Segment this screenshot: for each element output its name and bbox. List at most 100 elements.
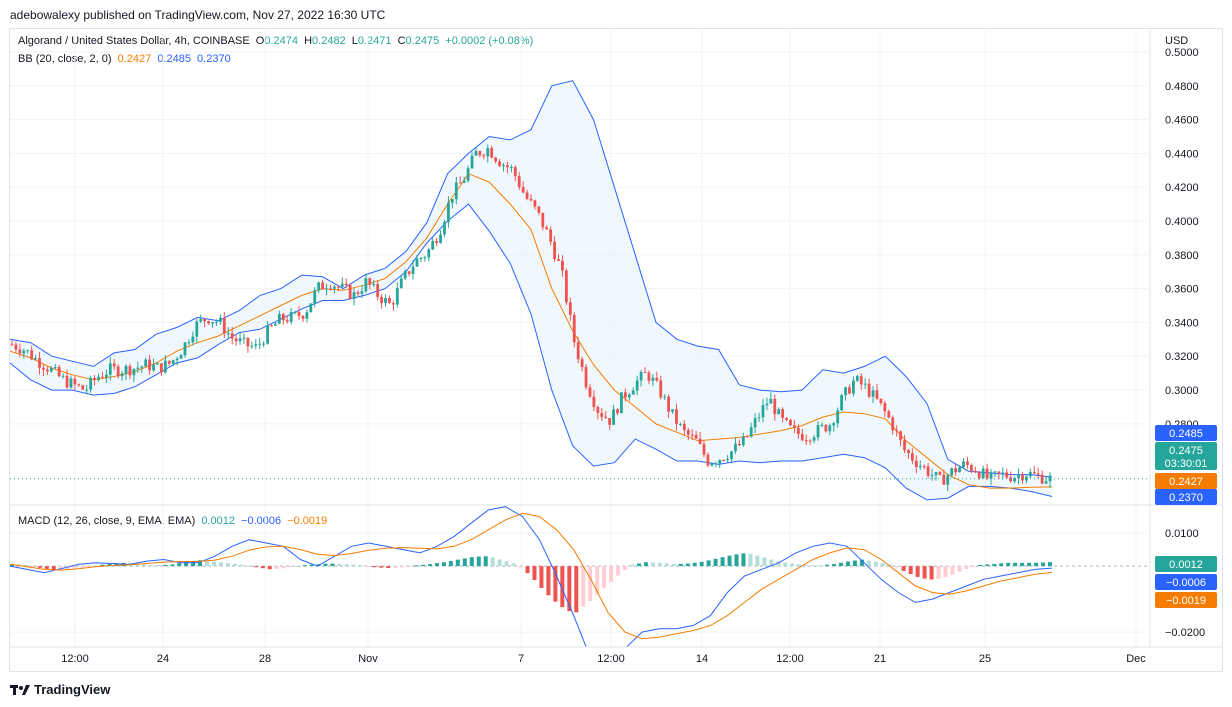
candle-body [663, 396, 667, 398]
candle-body [116, 366, 120, 377]
candle-body [647, 372, 651, 381]
macd-histogram-bar [845, 561, 850, 567]
candle-body [903, 440, 906, 451]
macd-histogram-bar [246, 565, 251, 567]
candle-body [875, 390, 879, 399]
candle-body [61, 375, 65, 377]
macd-histogram-bar [351, 564, 356, 567]
bb-legend[interactable]: BB (20, close, 2, 0) 0.2427 0.2485 0.237… [18, 53, 234, 65]
macd-histogram-bar [748, 553, 753, 567]
candle-body [148, 359, 152, 371]
macd-histogram-bar [699, 561, 704, 567]
macd-histogram-bar [832, 564, 837, 567]
macd-histogram-bar [804, 564, 809, 567]
macd-histogram-bar [797, 564, 802, 567]
candle-body [360, 291, 364, 294]
candle-body [380, 296, 383, 304]
macd-legend[interactable]: MACD (12, 26, close, 9, EMA, EMA) 0.0012… [18, 515, 330, 527]
macd-histogram-bar [1041, 562, 1046, 567]
price-tick-label: 0.3400 [1165, 317, 1199, 329]
macd-histogram-bar [135, 563, 140, 567]
macd-histogram-bar [873, 561, 878, 567]
macd-histogram-bar [58, 566, 63, 570]
macd-histogram-bar [441, 562, 446, 567]
candle-body [1044, 481, 1048, 484]
candle-body [222, 317, 226, 334]
candle-body [254, 344, 258, 346]
time-tick-label: 12:00 [597, 653, 625, 665]
candle-body [132, 368, 136, 376]
candle-body [584, 367, 588, 388]
candle-body [411, 266, 415, 274]
macd-histogram-bar [302, 565, 307, 567]
candle-body [918, 466, 922, 468]
macd-histogram-bar [309, 564, 314, 567]
macd-histogram-bar [504, 561, 509, 567]
macd-histogram-bar [330, 563, 335, 567]
macd-tick-label: 0.0100 [1165, 528, 1199, 540]
candle-body [160, 363, 163, 373]
candle-body [623, 392, 627, 398]
candle-body [631, 390, 635, 395]
candle-body [454, 182, 458, 200]
candle-body [643, 371, 647, 373]
macd-histogram-bar [295, 565, 300, 567]
macd-histogram-bar [560, 566, 565, 608]
macd-histogram-bar [490, 557, 495, 567]
macd-histogram-bar [985, 564, 990, 567]
price-tick-label: 0.4400 [1165, 148, 1199, 160]
macd-signal-line[interactable] [10, 512, 1053, 640]
macd-histogram-bar [901, 566, 906, 571]
macd-line[interactable] [10, 506, 1053, 675]
macd-histogram-bar [532, 566, 537, 580]
candle-body [993, 471, 997, 473]
price-tick-label: 0.3600 [1165, 284, 1199, 296]
macd-histogram-bar [518, 566, 523, 568]
candle-body [616, 409, 619, 414]
candle-body [844, 387, 847, 396]
candle-body [576, 342, 580, 360]
candle-body [734, 443, 737, 452]
candle-body [557, 259, 560, 261]
macd-histogram-bar [358, 565, 363, 567]
candle-body [1017, 474, 1020, 478]
candle-body [207, 321, 210, 324]
bb-upper-line[interactable] [9, 80, 1053, 478]
candle-body [938, 472, 942, 475]
candle-body [289, 312, 293, 322]
macd-histogram-bar [323, 563, 328, 567]
candle-body [879, 398, 883, 404]
candle-body [313, 290, 317, 304]
bb-label: BB (20, close, 2, 0) [18, 53, 112, 65]
macd-histogram-bar [386, 566, 391, 569]
macd-histogram-bar [365, 566, 370, 568]
macd-histogram-bar [267, 566, 272, 570]
macd-histogram-bar [434, 563, 439, 567]
time-tick-label: 12:00 [61, 653, 89, 665]
last-price-badge-text: 0.2475 [1169, 445, 1203, 457]
candle-body [950, 468, 954, 476]
candle-body [65, 375, 69, 388]
candle-body [250, 345, 254, 347]
tradingview-footer[interactable]: TradingView [10, 682, 110, 697]
bb-lower-line[interactable] [9, 203, 1053, 501]
candle-body [820, 424, 824, 426]
macd-histogram-bar [783, 562, 788, 567]
candle-body [867, 383, 871, 397]
candle-body [529, 198, 533, 201]
candle-body [997, 471, 1001, 474]
candle-body [789, 419, 792, 426]
macd-histogram-bar [100, 564, 105, 567]
symbol-name[interactable]: Algorand / United States Dollar, 4h, COI… [18, 35, 250, 47]
candle-body [470, 155, 474, 169]
candle-body [954, 468, 958, 473]
macd-histogram-bar [678, 563, 683, 567]
candle-body [627, 394, 631, 398]
candle-body [840, 395, 844, 411]
publisher-line: adebowalexy published on TradingView.com… [10, 8, 386, 22]
macd-histogram-bar [525, 566, 530, 574]
macd-histogram-bar [400, 566, 405, 568]
candle-body [1009, 477, 1013, 482]
candle-body [541, 212, 545, 228]
